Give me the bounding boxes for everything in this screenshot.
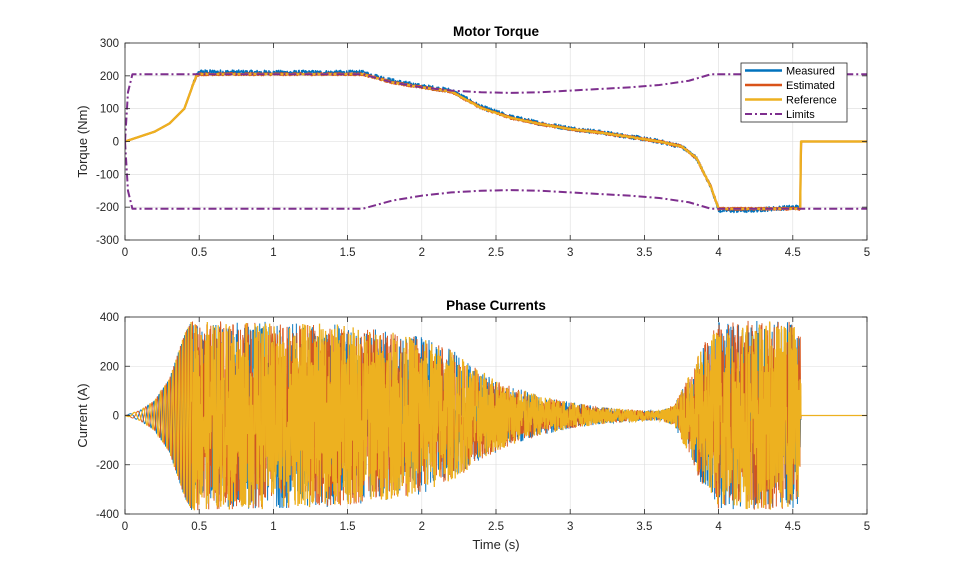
legend-label-estimated: Estimated <box>786 80 835 92</box>
x-tick-label: 0 <box>122 521 128 533</box>
current-y-ticks: -400 -200 0 200 400 <box>96 312 867 521</box>
x-tick-label: 2 <box>419 247 425 259</box>
torque-plot: 0 0.5 1 1.5 2 2.5 3 3.5 4 4.5 5 -300 -200 -100 0 100 20… <box>75 24 870 259</box>
x-tick-label: 1.5 <box>340 521 356 533</box>
y-tick-label: -200 <box>96 460 119 472</box>
legend-label-limits: Limits <box>786 109 815 121</box>
y-tick-label: 400 <box>100 312 119 324</box>
x-tick-label: 4.5 <box>785 247 801 259</box>
y-tick-label: 300 <box>100 38 119 50</box>
x-tick-label: 5 <box>864 247 870 259</box>
y-tick-label: -100 <box>96 169 119 181</box>
current-x-ticks: 0 0.5 1 1.5 2 2.5 3 3.5 4 4.5 5 <box>122 317 870 533</box>
phase-3-current-line <box>125 321 867 511</box>
x-tick-label: 1.5 <box>340 247 356 259</box>
x-tick-label: 5 <box>864 521 870 533</box>
torque-x-ticks: 0 0.5 1 1.5 2 2.5 3 3.5 4 4.5 5 <box>122 43 870 259</box>
torque-title: Motor Torque <box>453 24 539 39</box>
x-tick-label: 2.5 <box>488 521 504 533</box>
torque-y-label: Torque (Nm) <box>75 105 90 177</box>
y-tick-label: -300 <box>96 235 119 247</box>
x-tick-label: 2 <box>419 521 425 533</box>
x-tick-label: 0.5 <box>191 247 207 259</box>
x-tick-label: 0 <box>122 247 128 259</box>
x-tick-label: 1 <box>270 521 276 533</box>
current-y-label: Current (A) <box>75 383 90 447</box>
x-tick-label: 1 <box>270 247 276 259</box>
y-tick-label: -200 <box>96 202 119 214</box>
y-tick-label: -400 <box>96 509 119 521</box>
x-tick-label: 4 <box>715 521 722 533</box>
x-tick-label: 0.5 <box>191 521 207 533</box>
x-tick-label: 4.5 <box>785 521 801 533</box>
y-tick-label: 0 <box>113 137 119 149</box>
x-tick-label: 3 <box>567 521 573 533</box>
x-tick-label: 2.5 <box>488 247 504 259</box>
current-x-label: Time (s) <box>472 537 519 552</box>
x-tick-label: 3.5 <box>636 521 652 533</box>
series-limits-line <box>125 73 867 142</box>
legend-box <box>740 62 848 123</box>
legend: Measured Estimated Reference Limits <box>740 62 848 123</box>
current-series <box>125 320 867 511</box>
current-title: Phase Currents <box>446 298 546 313</box>
legend-label-reference: Reference <box>786 95 837 107</box>
series-limits-line <box>125 141 867 210</box>
current-plot: 0 0.5 1 1.5 2 2.5 3 3.5 4 4.5 5 -400 -200 0 200 400 Ph… <box>75 298 870 552</box>
y-tick-label: 100 <box>100 104 119 116</box>
torque-series <box>125 69 867 214</box>
x-tick-label: 4 <box>715 247 722 259</box>
y-tick-label: 200 <box>100 361 119 373</box>
x-tick-label: 3.5 <box>636 247 652 259</box>
x-tick-label: 3 <box>567 247 573 259</box>
y-tick-label: 0 <box>113 411 119 423</box>
legend-label-measured: Measured <box>786 66 835 78</box>
torque-y-ticks: -300 -200 -100 0 100 200 300 <box>96 38 867 247</box>
y-tick-label: 200 <box>100 71 119 83</box>
